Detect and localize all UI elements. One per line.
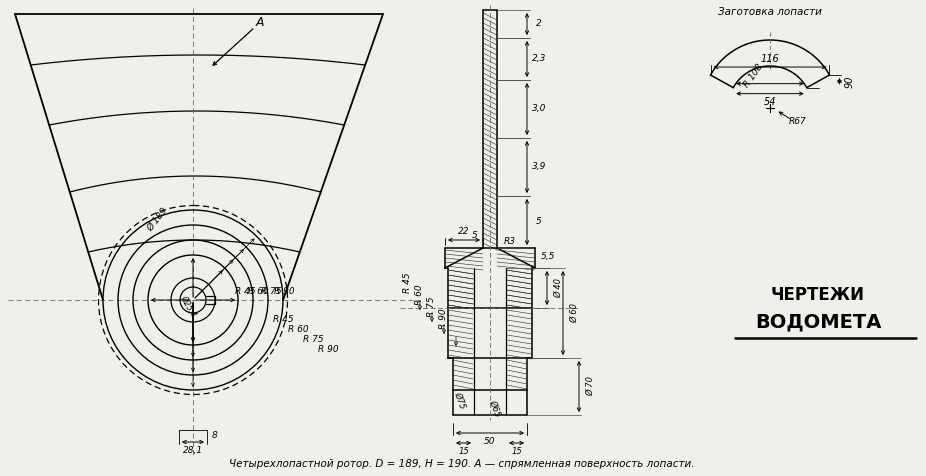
- Text: 5: 5: [536, 218, 542, 227]
- Text: Ø 40: Ø 40: [555, 278, 564, 298]
- Text: 50: 50: [484, 437, 495, 446]
- Text: R 60: R 60: [288, 326, 308, 335]
- Text: Ø65: Ø65: [488, 398, 502, 418]
- Text: R 60: R 60: [247, 288, 269, 297]
- Text: 15: 15: [458, 447, 469, 456]
- Text: R 60: R 60: [416, 285, 424, 305]
- Text: ЧЕРТЕЖИ: ЧЕРТЕЖИ: [771, 286, 865, 304]
- Text: R 90: R 90: [440, 309, 448, 329]
- Text: 22: 22: [458, 228, 469, 237]
- Text: 2: 2: [536, 20, 542, 29]
- Text: 28,1: 28,1: [183, 446, 203, 455]
- Text: 90: 90: [845, 75, 855, 88]
- Text: Ø 189: Ø 189: [146, 207, 170, 234]
- Text: 5: 5: [472, 231, 478, 240]
- Text: Ø75: Ø75: [453, 390, 468, 410]
- Text: Ø25,4: Ø25,4: [179, 294, 197, 318]
- Text: 8: 8: [212, 430, 218, 439]
- Text: R 75: R 75: [303, 336, 323, 345]
- Text: 3,9: 3,9: [532, 162, 546, 171]
- Text: R 108: R 108: [742, 62, 765, 89]
- Text: 2,3: 2,3: [532, 54, 546, 63]
- Text: 116: 116: [760, 54, 780, 64]
- Text: R3: R3: [504, 238, 516, 247]
- Text: A: A: [256, 16, 264, 29]
- Text: Четырехлопастной ротор. D = 189, H = 190. A — спрямленная поверхность лопасти.: Четырехлопастной ротор. D = 189, H = 190…: [230, 459, 694, 469]
- Text: Ø 60: Ø 60: [570, 303, 580, 323]
- Text: R 90: R 90: [274, 288, 294, 297]
- Text: R 45: R 45: [272, 316, 294, 325]
- Text: R67: R67: [789, 118, 807, 127]
- Text: Ø 70: Ø 70: [586, 377, 595, 397]
- Text: 3,0: 3,0: [532, 105, 546, 113]
- Text: R 45: R 45: [404, 273, 412, 293]
- Text: R 90: R 90: [318, 346, 338, 355]
- Text: 5,5: 5,5: [541, 251, 556, 260]
- Text: Заготовка лопасти: Заготовка лопасти: [718, 7, 822, 17]
- Text: R 45: R 45: [234, 288, 256, 297]
- Text: ВОДОМЕТА: ВОДОМЕТА: [755, 313, 882, 331]
- Text: R 75: R 75: [428, 297, 436, 317]
- Text: R 75: R 75: [261, 288, 282, 297]
- Text: 15: 15: [511, 447, 522, 456]
- Text: 54: 54: [764, 97, 776, 107]
